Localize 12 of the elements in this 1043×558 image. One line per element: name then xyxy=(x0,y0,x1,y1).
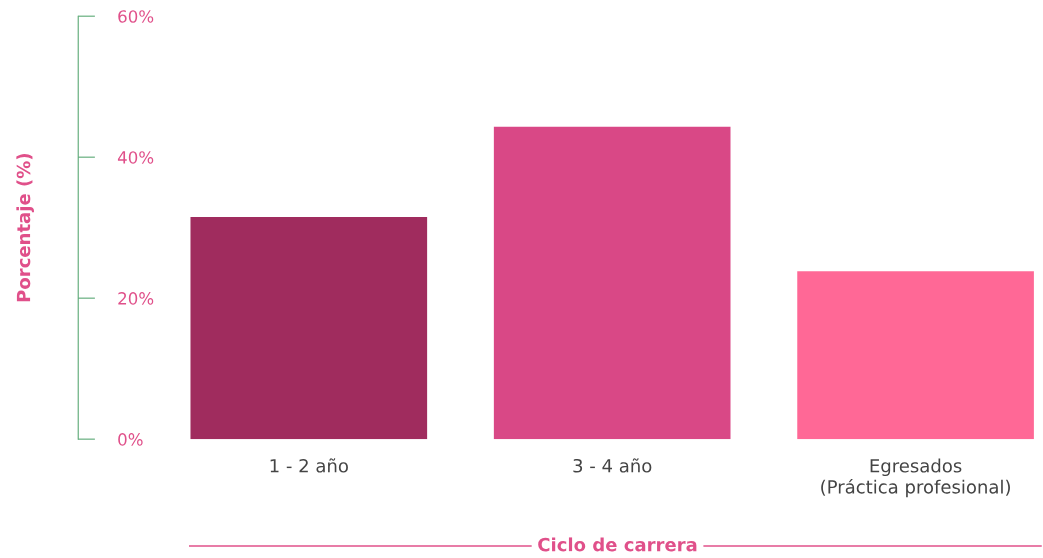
x-tick-label: 1 - 2 año xyxy=(270,458,348,473)
y-tick-label: 40% xyxy=(117,151,154,164)
x-axis-title: Ciclo de carrera xyxy=(538,537,697,552)
y-tick-label: 60% xyxy=(118,10,154,23)
y-tick-label: 20% xyxy=(118,292,154,305)
x-tick-label: 3 - 4 año xyxy=(573,458,652,473)
bar xyxy=(493,126,731,440)
y-axis-title: Porcentaje (%) xyxy=(16,153,34,302)
y-tick-label: 0% xyxy=(118,433,143,446)
bar xyxy=(190,217,428,440)
x-tick-label: Egresados (Práctica profesional) xyxy=(821,458,1010,498)
bar xyxy=(797,271,1034,440)
